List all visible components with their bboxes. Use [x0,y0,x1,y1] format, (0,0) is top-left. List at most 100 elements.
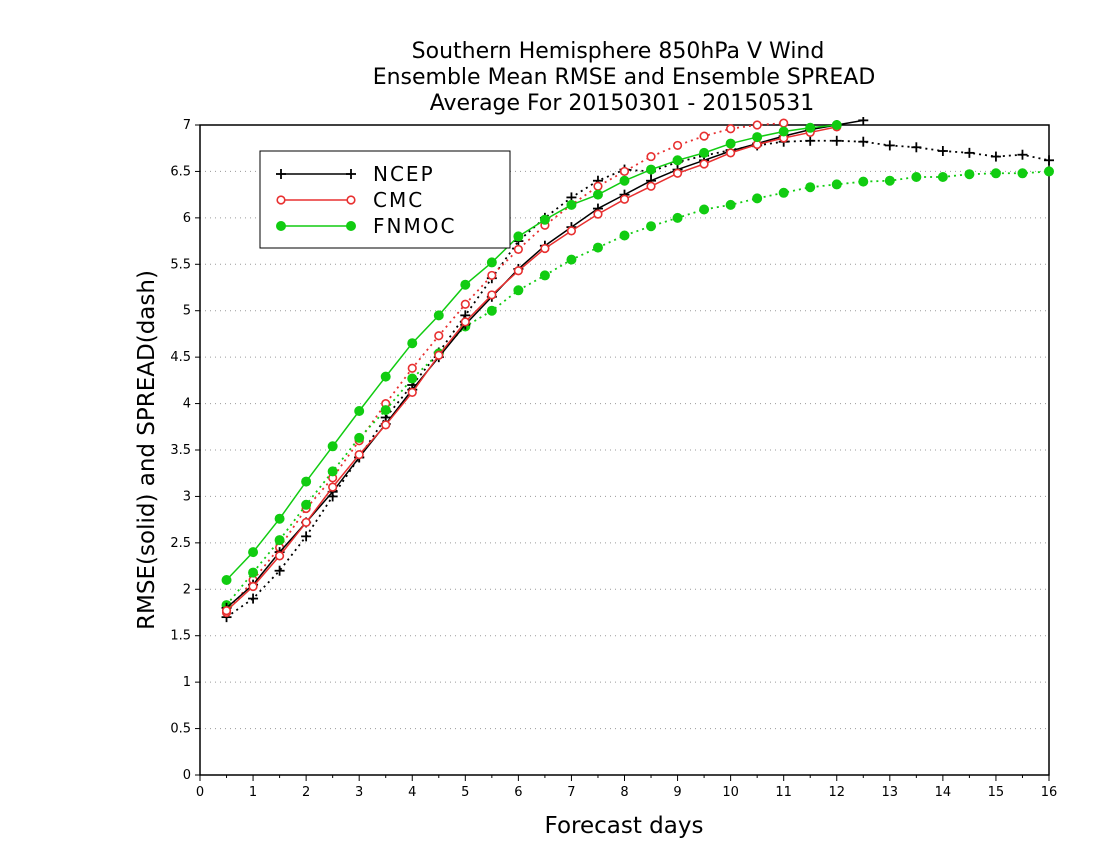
data-point-cmc-spread [593,181,603,191]
data-point-fnmoc-rmse [725,138,736,149]
data-point-fnmoc-rmse [566,199,577,210]
chart-title-line-3: Average For 20150301 - 20150531 [430,91,815,116]
data-point-fnmoc-spread [513,285,524,296]
x-tick-label: 1 [249,785,257,800]
data-point-cmc-spread [460,299,470,309]
y-tick-label: 1.5 [170,629,191,644]
y-tick-label: 3.5 [170,443,191,458]
data-point-fnmoc-spread [778,187,789,198]
data-point-fnmoc-spread [380,405,391,416]
data-point-ncep-spread [937,146,948,156]
data-point-cmc-rmse [593,209,603,219]
data-point-cmc-rmse [328,482,338,492]
data-point-cmc-spread [434,331,444,341]
data-point-cmc-rmse [513,266,523,276]
x-tick-label: 10 [722,785,739,800]
data-point-ncep-rmse [858,117,869,126]
x-tick-label: 5 [461,785,469,800]
data-point-fnmoc-rmse [752,132,763,143]
series-fnmoc-spread [221,166,1054,611]
data-point-fnmoc-rmse [327,441,338,452]
data-point-cmc-rmse [540,243,550,254]
y-axis-label: RMSE(solid) and SPREAD(dash) [134,270,160,630]
data-point-fnmoc-spread [486,305,497,316]
data-point-ncep-spread [1044,155,1054,166]
series-layer [221,117,1054,623]
data-point-fnmoc-spread [990,168,1001,179]
y-tick-label: 5.5 [170,257,191,272]
data-point-fnmoc-spread [248,567,259,578]
data-point-cmc-spread [726,124,736,134]
y-tick-label: 7 [183,118,191,133]
y-tick-label: 4.5 [170,350,191,365]
data-point-fnmoc-spread [354,432,365,443]
data-point-fnmoc-spread [619,230,630,241]
data-point-fnmoc-rmse [513,231,524,242]
data-point-fnmoc-spread [566,254,577,265]
legend-marker [346,169,356,179]
data-point-ncep-spread [274,565,285,576]
x-tick-label: 6 [514,785,522,800]
y-tick-label: 6 [183,211,191,226]
x-tick-label: 12 [828,785,845,800]
data-point-fnmoc-rmse [831,120,842,130]
data-point-fnmoc-spread [725,199,736,210]
data-point-fnmoc-rmse [407,338,418,349]
data-point-cmc-rmse [726,148,736,158]
gridlines [200,170,1049,730]
data-point-fnmoc-rmse [274,513,285,524]
data-point-cmc-rmse [381,420,391,430]
data-point-ncep-spread [301,531,312,542]
data-point-cmc-rmse [672,168,683,178]
data-point-fnmoc-rmse [248,547,259,558]
data-point-cmc-spread [619,166,630,177]
data-point-ncep-spread [964,147,975,158]
x-axis-label: Forecast days [545,813,704,839]
data-point-cmc-rmse [619,194,630,204]
data-point-fnmoc-rmse [301,476,312,487]
legend-marker [276,221,286,231]
data-point-fnmoc-spread [964,169,975,180]
data-point-cmc-spread [487,270,497,281]
data-point-ncep-spread [248,593,259,604]
data-point-cmc-rmse [301,517,311,528]
data-point-cmc-spread [672,140,683,151]
data-point-fnmoc-rmse [433,310,444,321]
data-point-ncep-spread [911,142,922,153]
data-point-fnmoc-spread [805,182,816,193]
legend-label: CMC [373,188,424,212]
data-point-fnmoc-rmse [460,279,471,290]
x-tick-label: 7 [567,785,575,800]
series-fnmoc-rmse [221,120,842,585]
data-point-cmc-spread [646,151,656,162]
data-point-fnmoc-spread [858,176,869,187]
data-point-ncep-spread [1017,149,1028,160]
data-point-fnmoc-spread [911,172,922,182]
y-tick-label: 3 [183,489,191,504]
legend-label: NCEP [373,162,435,186]
legend-marker [276,169,286,179]
data-point-fnmoc-spread [327,466,338,477]
legend-label: FNMOC [373,214,456,238]
legend-item-ncep: NCEP [276,162,435,186]
data-point-fnmoc-spread [592,242,603,253]
data-point-fnmoc-rmse [486,257,497,268]
data-point-fnmoc-spread [672,212,683,223]
series-line-cmc-spread [225,122,784,614]
y-tick-label: 5 [183,304,191,319]
y-tick-label: 0 [183,768,191,783]
data-point-cmc-rmse [354,450,364,460]
data-point-fnmoc-spread [646,221,657,232]
data-point-fnmoc-spread [831,179,842,190]
legend-marker [346,221,356,231]
data-point-fnmoc-spread [1044,166,1054,177]
legend-item-cmc: CMC [276,188,424,212]
x-tick-label: 9 [673,785,681,800]
data-point-fnmoc-rmse [646,164,657,175]
y-tick-label: 1 [183,675,191,690]
chart-title-line-1: Southern Hemisphere 850hPa V Wind [412,39,825,64]
data-point-cmc-rmse [434,350,444,360]
data-point-cmc-spread [407,363,417,373]
